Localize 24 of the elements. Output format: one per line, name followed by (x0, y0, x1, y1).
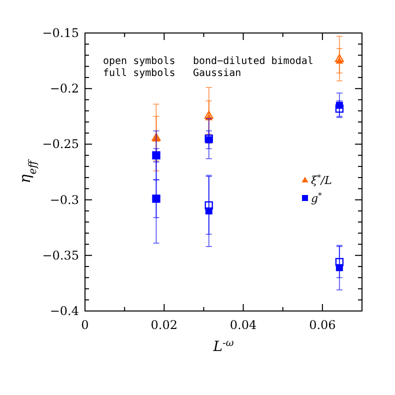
point (335, 258, 344, 266)
point (336, 56, 344, 64)
annotation: bond−diluted bimodal (193, 56, 314, 67)
y-tick-label: −0.3 (50, 192, 79, 207)
point (205, 207, 212, 214)
legend-label: ξ$^{*}$/L (311, 172, 332, 187)
annotation: Gaussian (193, 68, 242, 79)
y-tick-label: −0.15 (42, 26, 79, 40)
x-tick-label: 0.02 (150, 318, 178, 332)
x-tick-label: 0.06 (309, 318, 336, 332)
legend-label: g$^{*}$ (311, 190, 322, 205)
y-tick-label: −0.35 (42, 248, 79, 262)
point (335, 104, 344, 113)
annotation: full symbols (103, 68, 176, 79)
annotation: open symbols (103, 56, 176, 67)
point (334, 54, 344, 62)
x-tick-label: 0.04 (230, 318, 258, 332)
point (204, 201, 213, 210)
x-tick-label: 0 (81, 318, 89, 332)
x-axis-title: L$^{-ω}$ (212, 338, 234, 355)
y-tick-label: −0.4 (50, 304, 80, 318)
y-tick-label: −0.2 (50, 82, 79, 96)
point (336, 264, 343, 272)
y-tick-label: −0.25 (42, 137, 79, 152)
